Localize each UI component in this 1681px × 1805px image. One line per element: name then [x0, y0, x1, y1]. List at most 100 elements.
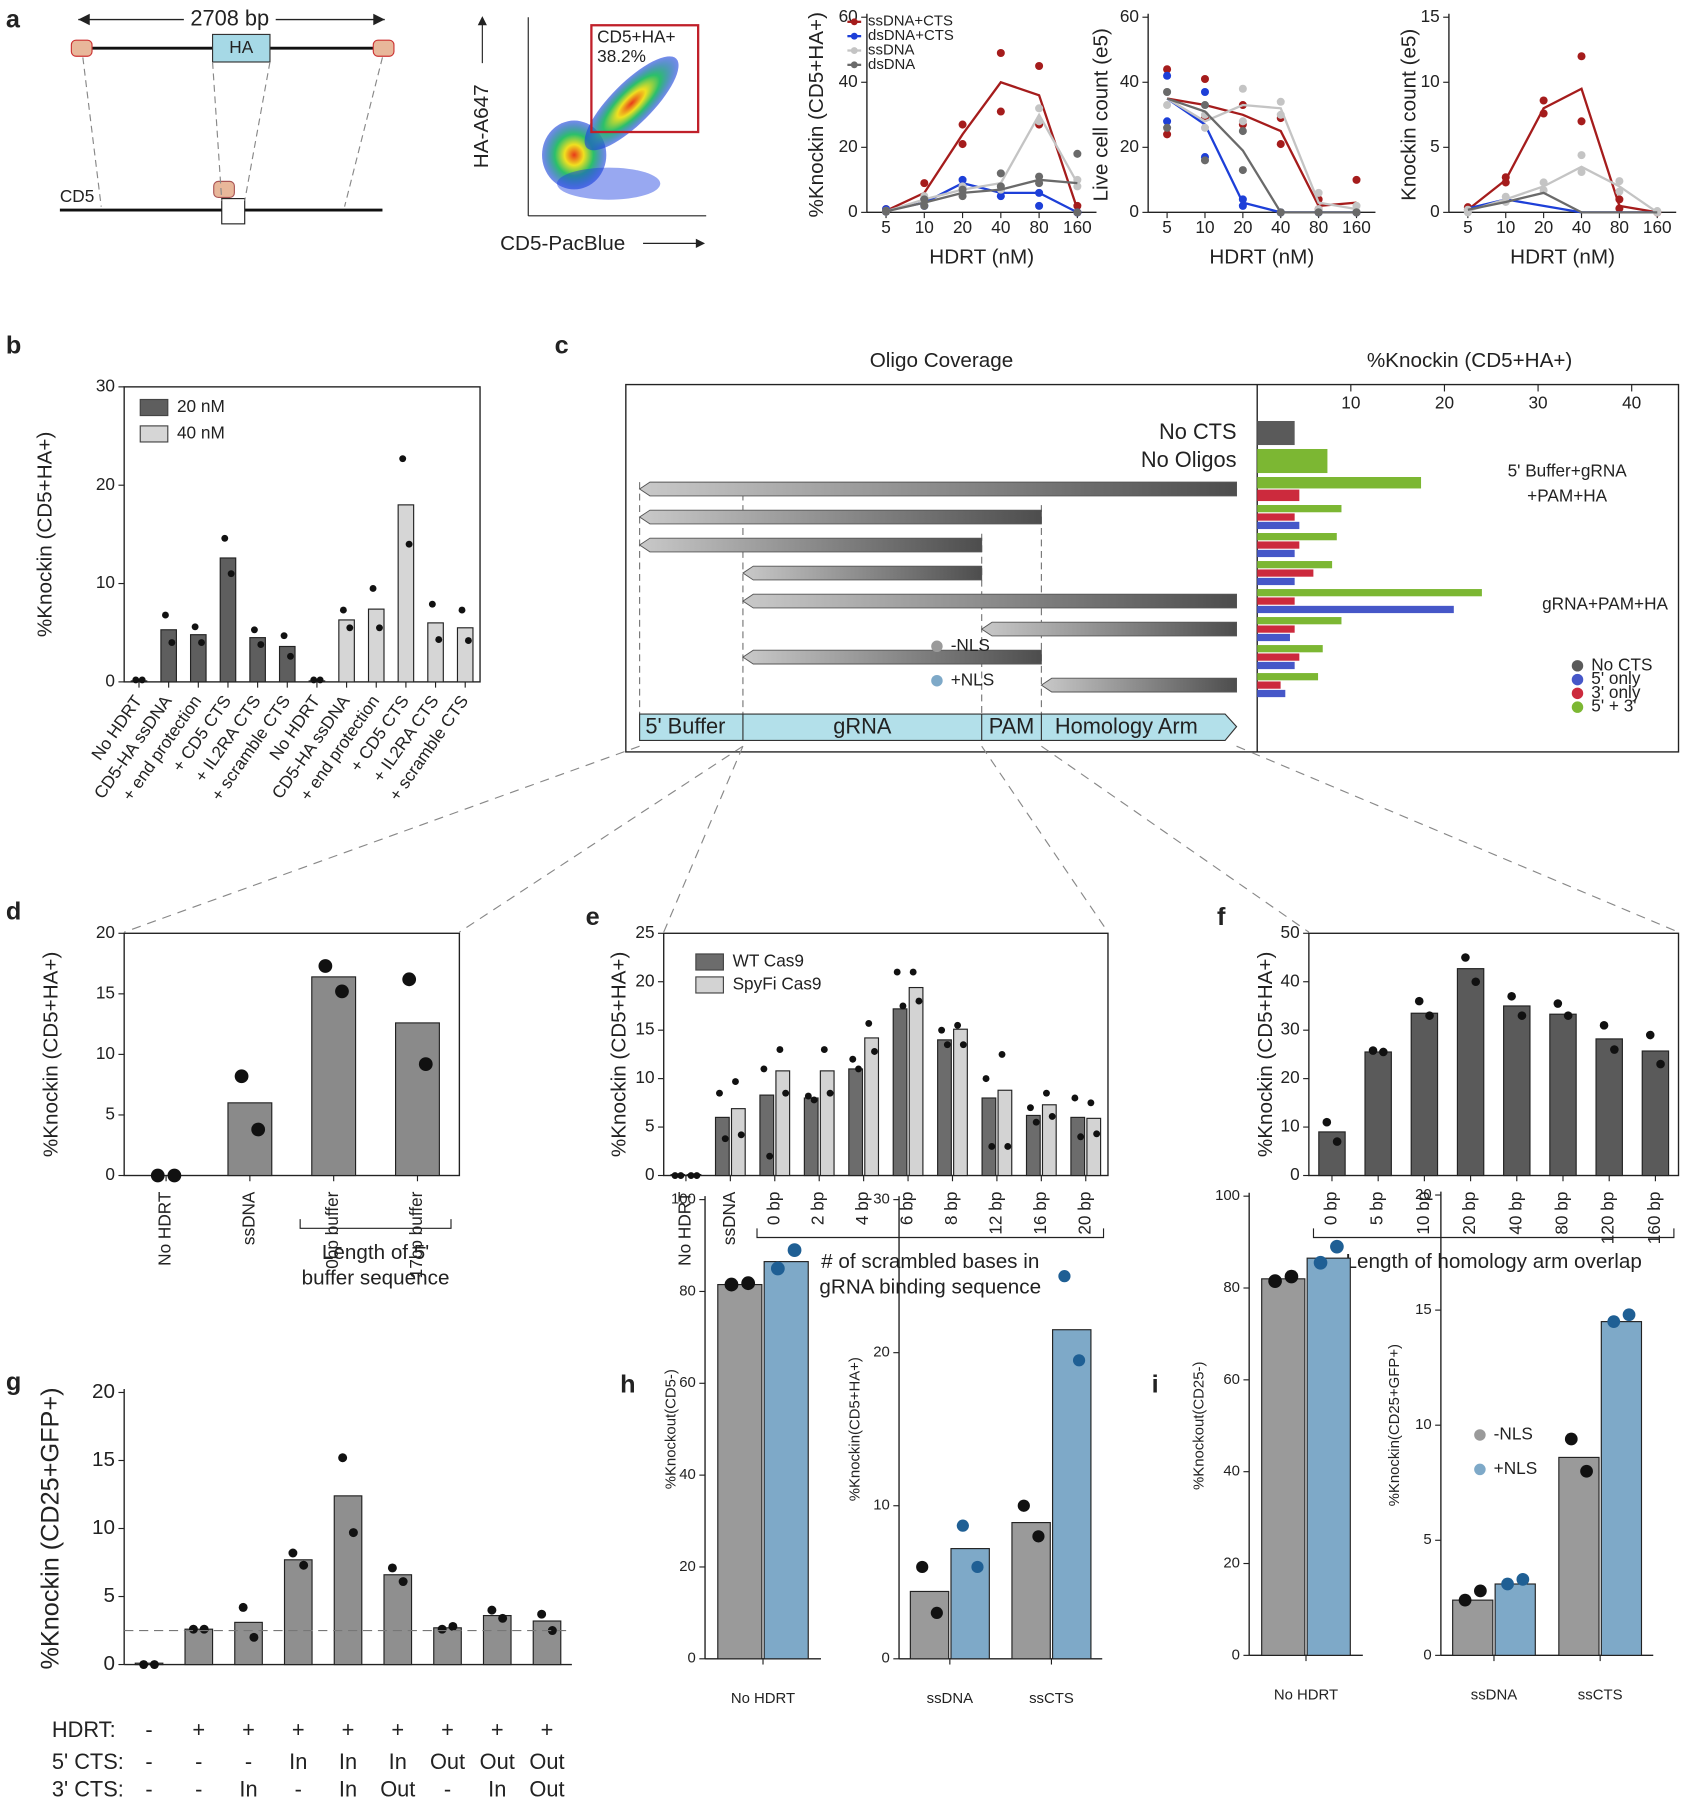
replicate-dot	[1238, 166, 1247, 175]
gate-percent: 38.2%	[597, 46, 646, 66]
replicate-dot	[1379, 1047, 1388, 1057]
x-axis-label: HDRT (nM)	[929, 246, 1034, 269]
replicate-dot	[448, 1621, 458, 1631]
replicate-dot	[288, 1548, 298, 1558]
y-tick-label: 40	[1223, 1463, 1240, 1480]
replicate-dot	[487, 1605, 497, 1615]
bar	[1452, 1599, 1494, 1656]
replicate-dot	[1163, 88, 1172, 97]
replicate-dot	[1577, 52, 1586, 61]
y-tick-label: 0	[103, 1652, 115, 1675]
y-tick-label: 40	[679, 1466, 696, 1483]
replicate-dot	[1577, 151, 1586, 160]
replicate-dot	[376, 624, 383, 632]
replicate-dot	[893, 968, 901, 976]
legend-label: dsDNA	[868, 56, 915, 73]
row-value: Out	[529, 1777, 564, 1800]
replicate-dot	[310, 676, 318, 684]
replicate-dot	[1474, 1584, 1487, 1598]
replicate-dot	[168, 639, 176, 646]
replicate-dot	[1539, 178, 1548, 187]
replicate-dot	[1238, 117, 1247, 126]
row-value: +	[391, 1717, 404, 1742]
replicate-dot	[1163, 71, 1172, 80]
panel-label: b	[6, 331, 21, 359]
replicate-dot	[1048, 1112, 1056, 1120]
replicate-dot	[958, 192, 967, 201]
row-value: In	[389, 1749, 407, 1774]
bar	[775, 1070, 791, 1177]
replicate-dot	[1564, 1432, 1578, 1446]
x-tick-label: ssCTS	[1029, 1690, 1074, 1707]
replicate-dot	[1072, 1354, 1086, 1367]
replicate-dot	[149, 1660, 159, 1670]
bar	[283, 1559, 313, 1666]
replicate-dot	[1352, 208, 1361, 217]
line	[1467, 165, 1658, 214]
replicate-dot	[335, 984, 349, 999]
replicate-dot	[810, 1096, 818, 1104]
replicate-dot	[1458, 1593, 1472, 1607]
replicate-dot	[287, 652, 294, 660]
replicate-dot	[1284, 1269, 1299, 1284]
replicate-dot	[996, 48, 1005, 58]
row-value: -	[145, 1717, 152, 1742]
bar	[1641, 1050, 1670, 1177]
replicate-dot	[1163, 65, 1172, 74]
gate-label: CD5+HA+	[597, 26, 675, 46]
y-axis-label: %Knockin(CD25+GFP+)	[1386, 1344, 1403, 1506]
replicate-dot	[1539, 109, 1548, 118]
replicate-dot	[1238, 84, 1247, 93]
replicate-dot	[1268, 1274, 1282, 1288]
y-tick-label: 20	[96, 922, 115, 942]
y-tick-label: 0	[1232, 1646, 1240, 1663]
replicate-dot	[1093, 1130, 1101, 1138]
bar	[333, 1495, 363, 1666]
legend-label: -NLS	[951, 635, 990, 655]
replicate-dot	[428, 600, 436, 608]
bar	[1257, 653, 1300, 661]
y-tick-label: 15	[1415, 1301, 1432, 1318]
bar	[1257, 689, 1286, 698]
y-tick-label: 60	[679, 1374, 696, 1391]
bar	[278, 645, 296, 683]
replicate-dot	[998, 1050, 1006, 1058]
replicate-dot	[996, 182, 1005, 191]
y-tick-label: 100	[671, 1191, 696, 1208]
bar	[234, 1621, 263, 1666]
row-value: In	[289, 1749, 307, 1774]
replicate-dot	[982, 1075, 990, 1083]
replicate-dot	[318, 959, 333, 973]
oligo-arrow	[742, 593, 1238, 609]
y-tick-label: 10	[1281, 1116, 1300, 1136]
replicate-dot	[346, 624, 354, 632]
x-tick-label: ssDNA	[927, 1690, 973, 1707]
bar	[1595, 1038, 1623, 1177]
replicate-dot	[1077, 1133, 1085, 1141]
row-value: -	[245, 1749, 252, 1774]
replicate-dot	[238, 1602, 248, 1612]
replicate-dot	[996, 107, 1005, 116]
replicate-dot	[250, 626, 258, 634]
replicate-dot	[732, 1078, 739, 1085]
replicate-dot	[387, 1563, 397, 1573]
replicate-dot	[677, 1172, 685, 1179]
row-value: Out	[529, 1749, 564, 1774]
x-tick-label: ssDNA	[238, 1191, 258, 1245]
y-tick-label: 40	[839, 71, 858, 91]
replicate-dot	[1330, 1239, 1344, 1254]
x-tick-label: 160	[1063, 217, 1092, 237]
replicate-dot	[1276, 110, 1285, 119]
replicate-dot	[1035, 117, 1044, 126]
legend-label: -NLS	[1494, 1423, 1533, 1443]
y-tick-label: 10	[96, 572, 115, 592]
bar	[189, 634, 207, 683]
replicate-dot	[721, 1135, 729, 1143]
replicate-dot	[188, 1624, 198, 1634]
plot-frame	[663, 932, 1109, 1177]
bar	[433, 1627, 462, 1666]
replicate-dot	[741, 1276, 756, 1291]
x-tick-label: 8 bp	[941, 1192, 961, 1225]
y-tick-label: 5	[103, 1584, 115, 1607]
replicate-dot	[338, 1453, 348, 1463]
